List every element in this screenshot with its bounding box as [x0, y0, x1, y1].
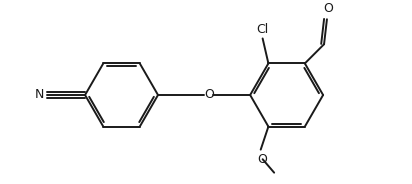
Text: O: O: [323, 2, 333, 15]
Text: Cl: Cl: [257, 23, 269, 36]
Text: O: O: [204, 88, 214, 100]
Text: O: O: [258, 153, 267, 165]
Text: N: N: [35, 89, 44, 102]
